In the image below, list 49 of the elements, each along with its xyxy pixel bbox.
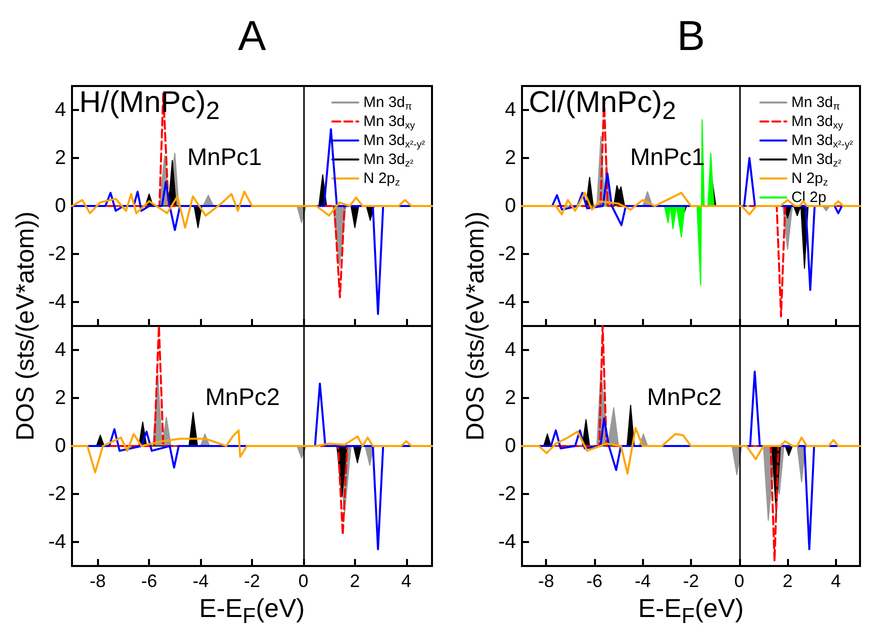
line-series: [521, 192, 861, 216]
y-axis-title: DOS (sts/(eV*atom)): [462, 211, 490, 441]
annotation: MnPc2: [205, 384, 280, 412]
x-tick-label: 4: [401, 571, 412, 591]
y-tick-label: 0: [504, 435, 516, 457]
y-tick-label: 0: [54, 435, 66, 457]
y-tick-label: 2: [504, 147, 516, 169]
line-series: [71, 429, 433, 474]
y-tick-label: 4: [54, 339, 66, 361]
x-tick-label: -6: [141, 571, 158, 591]
y-tick-label: -2: [498, 483, 516, 505]
x-tick-label: 2: [350, 571, 360, 591]
x-tick-label: -8: [538, 571, 554, 591]
y-tick-label: 2: [54, 147, 66, 169]
x-tick-label: 2: [782, 571, 793, 591]
y-tick-label: 4: [54, 99, 66, 121]
x-tick-label: 0: [734, 571, 744, 591]
y-tick-label: 2: [504, 387, 516, 409]
chart-title: A: [238, 12, 266, 60]
y-tick-label: 0: [54, 195, 66, 217]
annotation: MnPc2: [647, 384, 722, 412]
annotation: Cl/(MnPc)$_{2}$: [528, 86, 676, 126]
y-tick-label: 0: [504, 195, 516, 217]
x-tick-label: -2: [244, 571, 260, 591]
x-tick-label: -4: [634, 571, 651, 591]
y-axis-title: DOS (sts/(eV*atom)): [12, 211, 40, 441]
y-tick-label: 4: [504, 99, 516, 121]
y-tick-label: -2: [48, 243, 66, 265]
x-tick-label: -2: [682, 571, 700, 591]
line-series: [71, 190, 433, 229]
y-tick-label: 4: [504, 339, 516, 361]
y-tick-label: -2: [498, 243, 516, 265]
y-tick-label: -4: [48, 531, 66, 553]
line-series: [521, 427, 861, 475]
x-tick-label: 4: [830, 571, 841, 591]
x-axis-title: E-E$_{F}$(eV): [199, 593, 305, 630]
x-tick-label: -6: [586, 571, 602, 591]
x-tick-label: -8: [90, 571, 106, 591]
annotation: MnPc1: [187, 144, 262, 172]
x-tick-label: 0: [298, 571, 308, 591]
x-tick-label: -4: [192, 571, 209, 591]
x-axis-title: E-E$_{F}$(eV): [638, 593, 744, 630]
chart-title: B: [676, 12, 706, 60]
y-tick-label: 2: [54, 387, 66, 409]
legend-label: Cl 2p: [791, 189, 826, 206]
y-tick-label: -2: [48, 483, 66, 505]
y-tick-label: -4: [498, 291, 516, 313]
y-tick-label: -4: [48, 291, 66, 313]
y-tick-label: -4: [498, 531, 516, 553]
